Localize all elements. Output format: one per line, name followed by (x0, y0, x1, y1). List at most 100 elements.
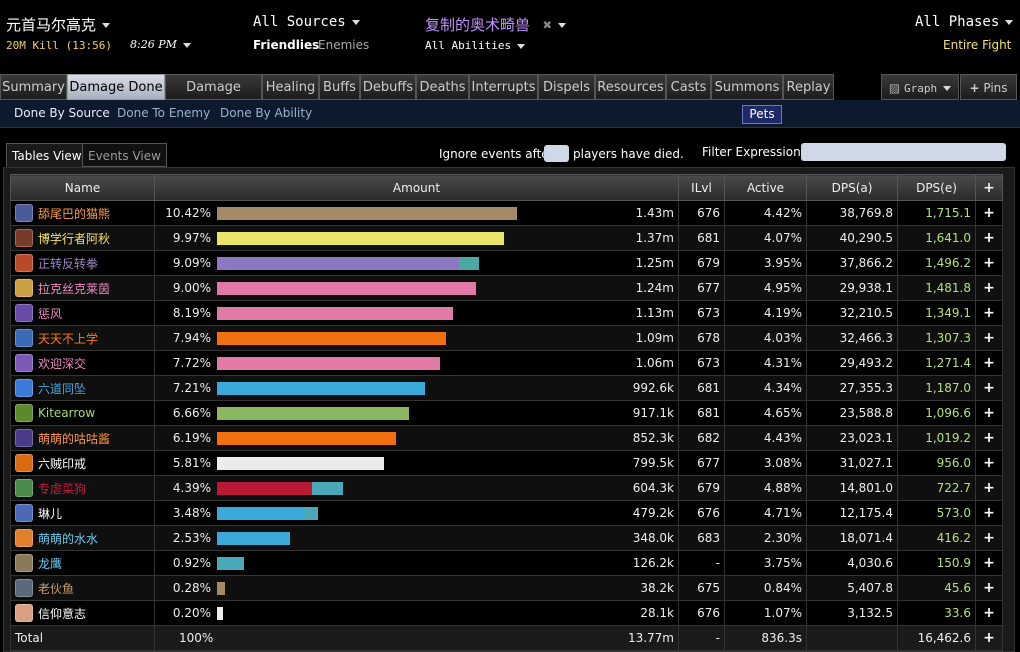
table-row[interactable]: 六贼印戒 5.81% 799.5k 677 3.08% 31,027.1 956.0 + (10, 450, 1003, 476)
plus-icon[interactable]: + (975, 600, 1003, 626)
player-name-cell[interactable]: 琳儿 (10, 500, 155, 526)
player-name[interactable]: 拉克丝克莱茵 (38, 281, 111, 296)
player-name-cell[interactable]: 正转反转拳 (10, 250, 155, 276)
player-name[interactable]: Kitearrow (38, 406, 96, 420)
player-name-cell[interactable]: 六道同坠 (10, 375, 155, 401)
subtab-done-by-source[interactable]: Done By Source (14, 106, 110, 120)
player-name[interactable]: 天天不上学 (38, 331, 99, 346)
tab-dispels[interactable]: Dispels (538, 74, 595, 100)
plus-icon[interactable]: + (975, 625, 1003, 651)
player-name-cell[interactable]: 舔尾巴的猫熊 (10, 200, 155, 226)
guild-selector[interactable]: 元首马尔高克 (6, 14, 111, 35)
player-name[interactable]: 萌萌的咕咕酱 (38, 431, 111, 446)
table-row[interactable]: 博学行者阿秋 9.97% 1.37m 681 4.07% 40,290.5 1,641.0 + (10, 225, 1003, 251)
table-row[interactable]: 拉克丝克莱茵 9.00% 1.24m 677 4.95% 29,938.1 1,481.8 + (10, 275, 1003, 301)
close-icon[interactable]: ✖ (543, 16, 553, 34)
plus-icon[interactable]: + (975, 525, 1003, 551)
table-row[interactable]: 正转反转拳 9.09% 1.25m 679 3.95% 37,866.2 1,496.2 + (10, 250, 1003, 276)
table-row[interactable]: 龙鹰 0.92% 126.2k -3.75% 4,030.6 150.9 + (10, 550, 1003, 576)
col-ilvl[interactable]: ILvl (678, 174, 725, 201)
player-name-cell[interactable]: 天天不上学 (10, 325, 155, 351)
col-plus[interactable]: + (975, 174, 1003, 201)
plus-icon[interactable]: + (975, 325, 1003, 351)
table-row[interactable]: 专虐菜狗 4.39% 604.3k 679 4.88% 14,801.0 722.7 + (10, 475, 1003, 501)
col-active[interactable]: Active (724, 174, 807, 201)
table-row[interactable]: 六道同坠 7.21% 992.6k 681 4.34% 27,355.3 1,187.0 + (10, 375, 1003, 401)
enemies-toggle[interactable]: Enemies (318, 38, 369, 52)
plus-icon[interactable]: + (975, 250, 1003, 276)
player-name-cell[interactable]: Kitearrow (10, 400, 155, 426)
player-name[interactable]: 萌萌的水水 (38, 531, 99, 546)
fight-time[interactable]: 8:26 PM (130, 38, 191, 51)
player-name[interactable]: 老伙鱼 (38, 581, 75, 596)
tab-events-view[interactable]: Events View (82, 143, 167, 167)
tab-replay[interactable]: Replay (783, 74, 834, 100)
subtab-done-by-ability[interactable]: Done By Ability (220, 106, 313, 120)
tab-interrupts[interactable]: Interrupts (469, 74, 538, 100)
target-selector[interactable]: 复制的奥术畸兽 ✖ (425, 14, 567, 35)
player-name-cell[interactable]: 六贼印戒 (10, 450, 155, 476)
tab-damage-done[interactable]: Damage Done (67, 74, 165, 100)
plus-icon[interactable]: + (975, 375, 1003, 401)
table-row[interactable]: 老伙鱼 0.28% 38.2k 675 0.84% 5,407.8 45.6 + (10, 575, 1003, 601)
player-name-cell[interactable]: 惩风 (10, 300, 155, 326)
tab-tables-view[interactable]: Tables View (6, 143, 88, 167)
plus-icon[interactable]: + (975, 475, 1003, 501)
pins-button[interactable]: + Pins (960, 74, 1017, 100)
player-name-cell[interactable]: 专虐菜狗 (10, 475, 155, 501)
table-row[interactable]: 琳儿 3.48% 479.2k 676 4.71% 12,175.4 573.0 + (10, 500, 1003, 526)
player-name-cell[interactable]: 博学行者阿秋 (10, 225, 155, 251)
player-name[interactable]: 舔尾巴的猫熊 (38, 206, 111, 221)
abilities-selector[interactable]: All Abilities (425, 39, 526, 52)
player-name[interactable]: 六道同坠 (38, 381, 87, 396)
tab-summons[interactable]: Summons (711, 74, 783, 100)
table-row[interactable]: 欢迎深交 7.72% 1.06m 673 4.31% 29,493.2 1,271.4 + (10, 350, 1003, 376)
player-name[interactable]: 龙鹰 (38, 556, 63, 571)
tab-summary[interactable]: Summary (0, 74, 67, 100)
player-name[interactable]: 博学行者阿秋 (38, 231, 111, 246)
player-name-cell[interactable]: 萌萌的水水 (10, 525, 155, 551)
player-name-cell[interactable]: 萌萌的咕咕酱 (10, 425, 155, 451)
sources-selector[interactable]: All Sources (253, 14, 360, 30)
col-amount[interactable]: Amount (154, 174, 679, 201)
filter-expression-input[interactable] (801, 143, 1006, 161)
player-name-cell[interactable]: 老伙鱼 (10, 575, 155, 601)
player-name[interactable]: 琳儿 (38, 506, 63, 521)
plus-icon[interactable]: + (975, 300, 1003, 326)
player-name[interactable]: 信仰意志 (38, 606, 87, 621)
tab-casts[interactable]: Casts (666, 74, 711, 100)
plus-icon[interactable]: + (975, 400, 1003, 426)
plus-icon[interactable]: + (975, 500, 1003, 526)
tab-healing[interactable]: Healing (262, 74, 319, 100)
tab-deaths[interactable]: Deaths (416, 74, 469, 100)
fight-range[interactable]: Entire Fight (943, 38, 1011, 52)
pets-toggle[interactable]: Pets (742, 105, 782, 124)
subtab-done-to-enemy[interactable]: Done To Enemy (117, 106, 211, 120)
plus-icon[interactable]: + (975, 275, 1003, 301)
plus-icon[interactable]: + (975, 350, 1003, 376)
player-name-cell[interactable]: 拉克丝克莱茵 (10, 275, 155, 301)
table-row[interactable]: 信仰意志 0.20% 28.1k 676 1.07% 3,132.5 33.6 + (10, 600, 1003, 626)
tab-buffs[interactable]: Buffs (319, 74, 360, 100)
plus-icon[interactable]: + (975, 550, 1003, 576)
table-row[interactable]: Kitearrow 6.66% 917.1k 681 4.65% 23,588.8 1,09… (10, 400, 1003, 426)
col-name[interactable]: Name (10, 174, 155, 201)
player-name-cell[interactable]: 信仰意志 (10, 600, 155, 626)
tab-debuffs[interactable]: Debuffs (360, 74, 416, 100)
plus-icon[interactable]: + (975, 200, 1003, 226)
table-row[interactable]: 舔尾巴的猫熊 10.42% 1.43m 676 4.42% 38,769.8 1,715.1… (10, 200, 1003, 226)
player-name[interactable]: 欢迎深交 (38, 356, 87, 371)
table-row[interactable]: 惩风 8.19% 1.13m 673 4.19% 32,210.5 1,349.1 + (10, 300, 1003, 326)
plus-icon[interactable]: + (975, 575, 1003, 601)
deaths-threshold-input[interactable] (544, 145, 569, 162)
player-name-cell[interactable]: 欢迎深交 (10, 350, 155, 376)
col-dpse[interactable]: DPS(e) (897, 174, 976, 201)
player-name[interactable]: 惩风 (38, 306, 63, 321)
tab-damage-taken[interactable]: Damage Taken (165, 74, 262, 121)
player-name[interactable]: 六贼印戒 (38, 456, 87, 471)
player-name-cell[interactable]: 龙鹰 (10, 550, 155, 576)
col-dpsa[interactable]: DPS(a) (806, 174, 898, 201)
plus-icon[interactable]: + (975, 225, 1003, 251)
phases-selector[interactable]: All Phases (915, 14, 1014, 30)
plus-icon[interactable]: + (975, 425, 1003, 451)
